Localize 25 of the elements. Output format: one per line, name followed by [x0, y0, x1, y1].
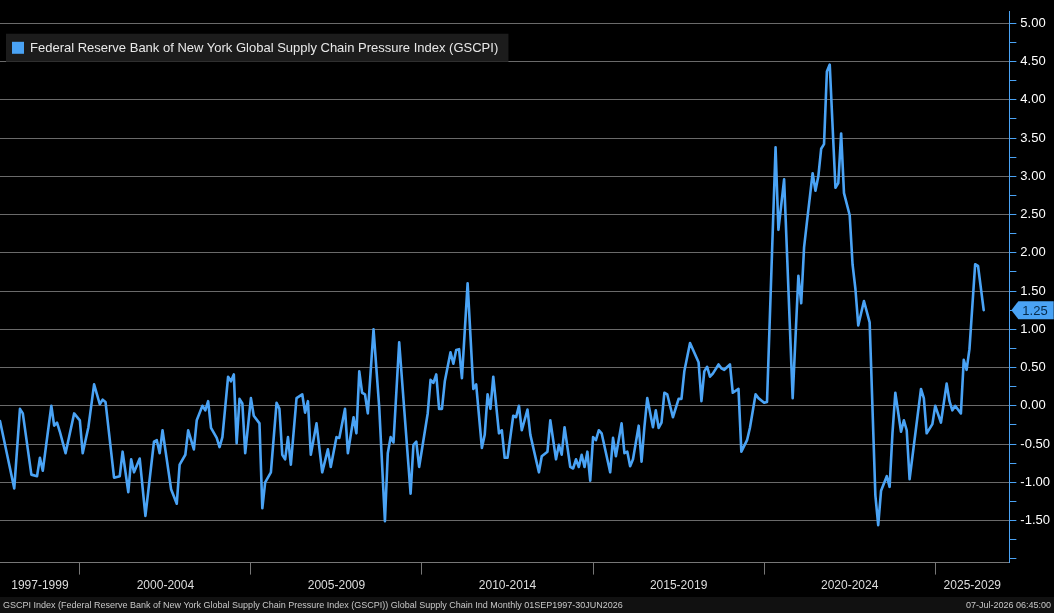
x-tick-label: 2015-2019	[649, 578, 708, 593]
y-tick-label: 3.00	[1020, 167, 1046, 183]
y-tick-label: 2.00	[1020, 244, 1046, 260]
legend-label: Federal Reserve Bank of New York Global Supply Chain Pressure Index (GSCPI)	[30, 40, 499, 56]
x-tick-label: 2025-2029	[943, 578, 1002, 593]
y-tick-label: 4.00	[1020, 91, 1046, 107]
annotation: 1.25	[1022, 302, 1048, 318]
y-tick-label: 5.00	[1020, 14, 1046, 30]
y-tick-label: -0.50	[1020, 435, 1051, 451]
x-tick-label: 2010-2014	[478, 578, 537, 593]
x-tick-label: 1997-1999	[11, 578, 69, 593]
y-tick-label: 1.00	[1020, 320, 1046, 336]
text: GSCPI Index (Federal Reserve Bank of New York Global Supply Chain Pressure Index (GSCPI)) Global Supply Chain Ind Monthly 01SEP1997-30JUN2026	[3, 600, 623, 610]
x-tick-label: 2020-2024	[821, 578, 879, 593]
y-tick-label: 1.50	[1020, 282, 1046, 298]
y-tick-label: 3.50	[1020, 129, 1046, 145]
y-tick-label: 0.50	[1020, 359, 1046, 375]
y-tick-label: -1.00	[1020, 473, 1051, 489]
y-tick-label: -1.50	[1020, 512, 1051, 528]
y-tick-label: 4.50	[1020, 53, 1046, 69]
x-tick-label: 2005-2009	[307, 578, 366, 593]
text: 07-Jul-2026 06:45:00	[965, 600, 1051, 610]
y-tick-label: 0.00	[1020, 397, 1046, 413]
x-tick-label: 2000-2004	[136, 578, 195, 593]
y-tick-label: 2.50	[1020, 206, 1046, 222]
